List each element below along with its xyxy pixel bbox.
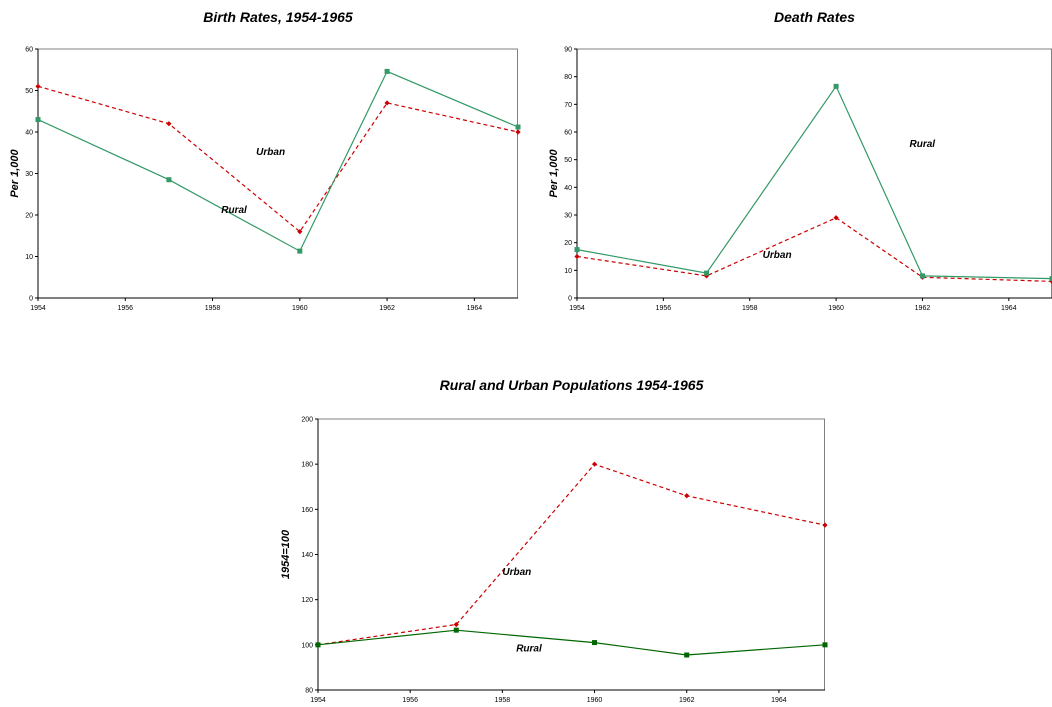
death-y-tick-label: 60: [564, 130, 572, 137]
death-rural-annotation: Rural: [910, 139, 936, 150]
birth-y-axis-label: Per 1,000: [9, 148, 21, 197]
pop-rural-point: [453, 627, 459, 633]
pop-urban-point: [453, 621, 459, 628]
pop-urban-annotation: Urban: [502, 567, 531, 578]
pop-y-axis-label: 1954=100: [280, 529, 292, 579]
birth-y-tick-label: 50: [25, 88, 33, 95]
death-urban-point: [703, 273, 710, 279]
pop-urban-point: [591, 461, 598, 467]
pop-rural-point: [315, 642, 321, 648]
death-plot-area: [576, 48, 1052, 299]
pop-rural-point: [822, 642, 828, 648]
birth-y-tick-label: 0: [29, 296, 33, 303]
death-y-axis-label: Per 1,000: [548, 148, 560, 197]
death-y-tick-label: 50: [564, 157, 572, 164]
pop-x-tick-label: 1960: [587, 697, 603, 704]
birth-y-tick-label: 20: [25, 213, 33, 220]
pop-y-tick-label: 200: [301, 417, 313, 424]
birth-y-tick-label: 40: [25, 130, 33, 137]
birth-x-tick-label: 1954: [30, 305, 46, 312]
birth-x-tick-label: 1956: [117, 305, 133, 312]
birth-x-tick-label: 1964: [467, 305, 483, 312]
death-urban-point: [833, 215, 839, 221]
pop-x-tick-label: 1962: [679, 697, 695, 704]
populations-chart: Rural and Urban Populations 1954-1965 195…: [280, 377, 828, 704]
birth-urban-point: [166, 121, 172, 127]
pop-x-tick-label: 1954: [310, 697, 326, 704]
birth-rural-point: [166, 177, 172, 183]
birth-urban-point: [35, 83, 41, 89]
birth-rural-point: [384, 68, 390, 74]
death-rural-point: [919, 273, 925, 279]
death-urban-series-line: [576, 217, 1052, 282]
birth-x-tick-label: 1962: [379, 305, 395, 312]
death-rates-chart: Death Rates Per 1,000 0 10 20 30 40 50 60 70 80 90 1…: [548, 9, 1052, 312]
birth-y-tick-label: 60: [25, 47, 33, 54]
death-rural-point: [1049, 276, 1052, 282]
death-y-tick-label: 30: [564, 213, 572, 220]
pop-y-tick-label: 80: [305, 688, 313, 695]
birth-rural-point: [515, 124, 521, 130]
birth-x-tick-label: 1958: [205, 305, 221, 312]
death-x-tick-label: 1958: [742, 305, 758, 312]
death-rural-point: [704, 270, 710, 276]
birth-urban-point: [515, 129, 521, 135]
birth-rural-point: [35, 117, 41, 123]
pop-chart-title: Rural and Urban Populations 1954-1965: [440, 377, 704, 393]
birth-urban-point: [384, 100, 390, 106]
birth-rural-annotation: Rural: [221, 205, 247, 216]
birth-y-tick-label: 10: [25, 254, 33, 261]
death-x-tick-label: 1956: [656, 305, 672, 312]
death-y-tick-label: 0: [568, 296, 572, 303]
birth-urban-annotation: Urban: [256, 147, 285, 158]
pop-rural-annotation: Rural: [516, 644, 542, 655]
death-rural-point: [833, 83, 839, 89]
death-x-tick-label: 1962: [915, 305, 931, 312]
death-y-tick-label: 10: [564, 268, 572, 275]
death-y-tick-label: 80: [564, 74, 572, 81]
birth-urban-series-line: [37, 85, 519, 233]
death-x-tick-label: 1964: [1001, 305, 1017, 312]
pop-rural-point: [592, 640, 598, 646]
death-y-tick-label: 20: [564, 240, 572, 247]
pop-urban-point: [822, 522, 828, 528]
birth-rural-point: [297, 248, 303, 254]
birth-chart-title: Birth Rates, 1954-1965: [203, 9, 353, 25]
pop-x-tick-label: 1958: [495, 697, 511, 704]
birth-plot-area: [37, 48, 518, 299]
birth-x-tick-label: 1960: [292, 305, 308, 312]
pop-y-tick-label: 160: [301, 507, 313, 514]
pop-y-tick-label: 140: [301, 552, 313, 559]
pop-rural-point: [684, 652, 690, 658]
birth-rates-chart: Birth Rates, 1954-1965 Per 1,000 0 10 20 30 40…: [9, 9, 521, 312]
pop-plot-area: [317, 418, 825, 691]
death-y-tick-label: 40: [564, 185, 572, 192]
death-y-tick-label: 90: [564, 47, 572, 54]
pop-y-tick-label: 120: [301, 597, 313, 604]
death-x-tick-label: 1954: [569, 305, 585, 312]
death-urban-annotation: Urban: [763, 250, 792, 261]
death-x-tick-label: 1960: [828, 305, 844, 312]
pop-x-tick-label: 1956: [402, 697, 418, 704]
death-urban-point: [574, 253, 580, 260]
pop-urban-point: [684, 493, 690, 499]
death-y-tick-label: 70: [564, 102, 572, 109]
birth-y-tick-label: 30: [25, 171, 33, 178]
pop-y-tick-label: 100: [301, 642, 313, 649]
pop-y-tick-label: 180: [301, 462, 313, 469]
birth-urban-point: [297, 229, 303, 235]
death-rural-point: [574, 247, 580, 253]
death-chart-title: Death Rates: [774, 9, 855, 25]
pop-x-tick-label: 1964: [771, 697, 787, 704]
